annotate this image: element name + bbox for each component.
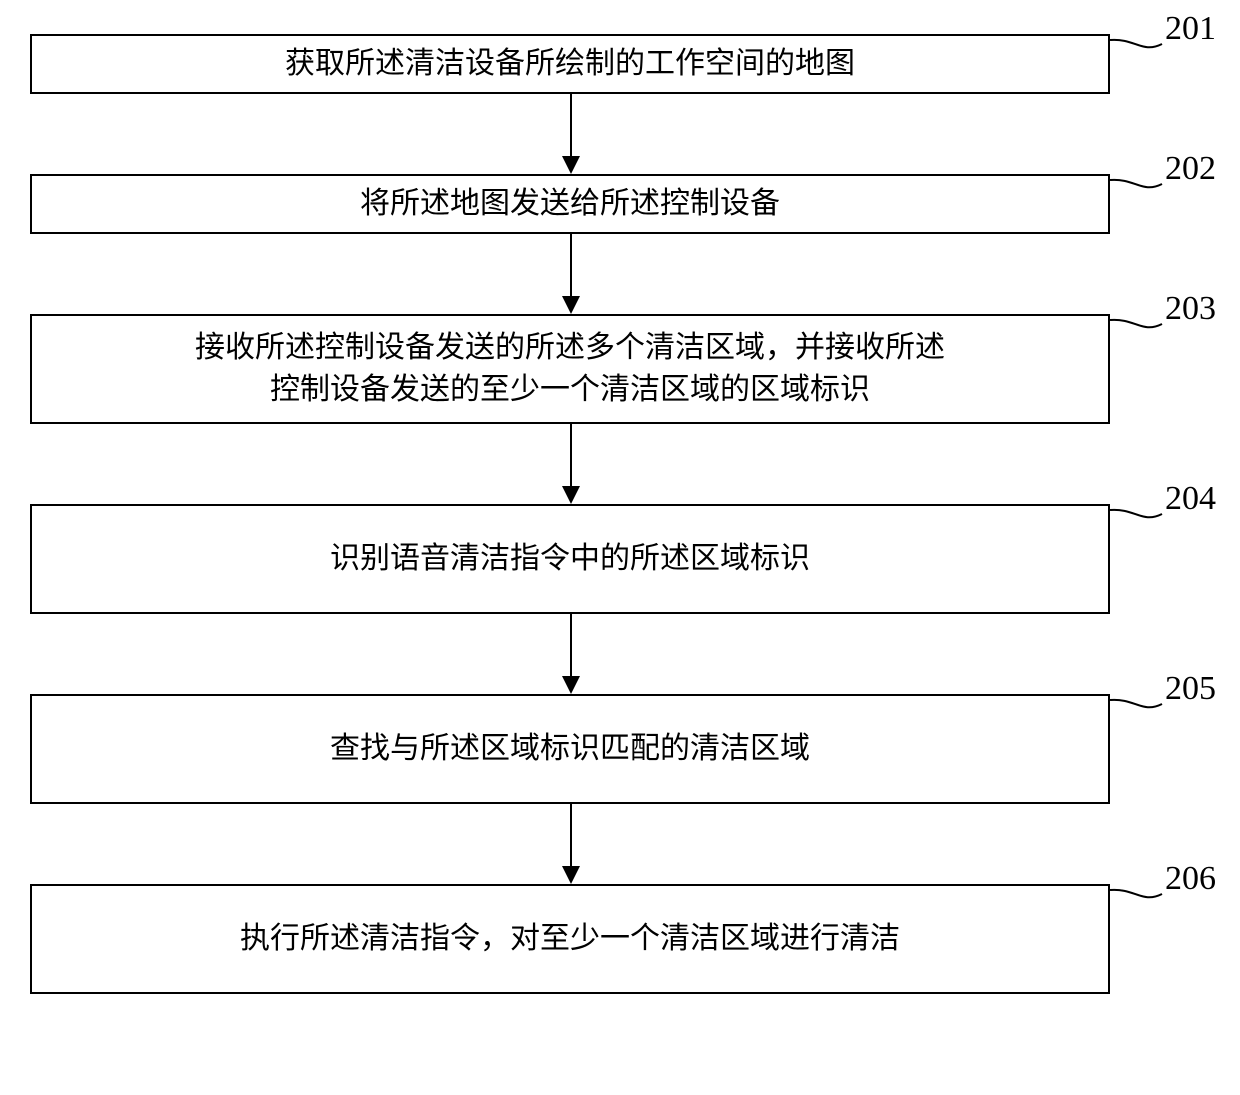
arrow-line xyxy=(570,234,572,296)
step-box-204: 识别语音清洁指令中的所述区域标识 xyxy=(30,504,1110,614)
step-text: 查找与所述区域标识匹配的清洁区域 xyxy=(330,728,810,770)
step-label: 201 xyxy=(1165,10,1216,48)
step-label: 205 xyxy=(1165,670,1216,708)
step-label: 203 xyxy=(1165,290,1216,328)
step-box-203: 接收所述控制设备发送的所述多个清洁区域，并接收所述 控制设备发送的至少一个清洁区… xyxy=(30,314,1110,424)
step-box-205: 查找与所述区域标识匹配的清洁区域 xyxy=(30,694,1110,804)
arrow-head-icon xyxy=(562,866,580,884)
step-text: 执行所述清洁指令，对至少一个清洁区域进行清洁 xyxy=(240,918,900,960)
leader-line xyxy=(1110,700,1162,707)
step-text: 获取所述清洁设备所绘制的工作空间的地图 xyxy=(285,43,855,85)
step-label: 206 xyxy=(1165,860,1216,898)
step-box-201: 获取所述清洁设备所绘制的工作空间的地图 xyxy=(30,34,1110,94)
arrow-head-icon xyxy=(562,296,580,314)
flowchart-canvas: 获取所述清洁设备所绘制的工作空间的地图 将所述地图发送给所述控制设备 接收所述控… xyxy=(0,0,1240,1095)
step-box-206: 执行所述清洁指令，对至少一个清洁区域进行清洁 xyxy=(30,884,1110,994)
arrow-line xyxy=(570,424,572,486)
arrow-line xyxy=(570,804,572,866)
leader-line xyxy=(1110,510,1162,517)
leader-line xyxy=(1110,890,1162,897)
arrow-head-icon xyxy=(562,676,580,694)
step-label: 204 xyxy=(1165,480,1216,518)
arrow-line xyxy=(570,614,572,676)
step-text: 识别语音清洁指令中的所述区域标识 xyxy=(330,538,810,580)
step-text: 接收所述控制设备发送的所述多个清洁区域，并接收所述 控制设备发送的至少一个清洁区… xyxy=(195,327,945,411)
arrow-head-icon xyxy=(562,486,580,504)
arrow-line xyxy=(570,94,572,156)
leader-line xyxy=(1110,40,1162,47)
leader-line xyxy=(1110,180,1162,187)
leader-line xyxy=(1110,320,1162,327)
step-text: 将所述地图发送给所述控制设备 xyxy=(360,183,780,225)
step-label: 202 xyxy=(1165,150,1216,188)
arrow-head-icon xyxy=(562,156,580,174)
step-box-202: 将所述地图发送给所述控制设备 xyxy=(30,174,1110,234)
